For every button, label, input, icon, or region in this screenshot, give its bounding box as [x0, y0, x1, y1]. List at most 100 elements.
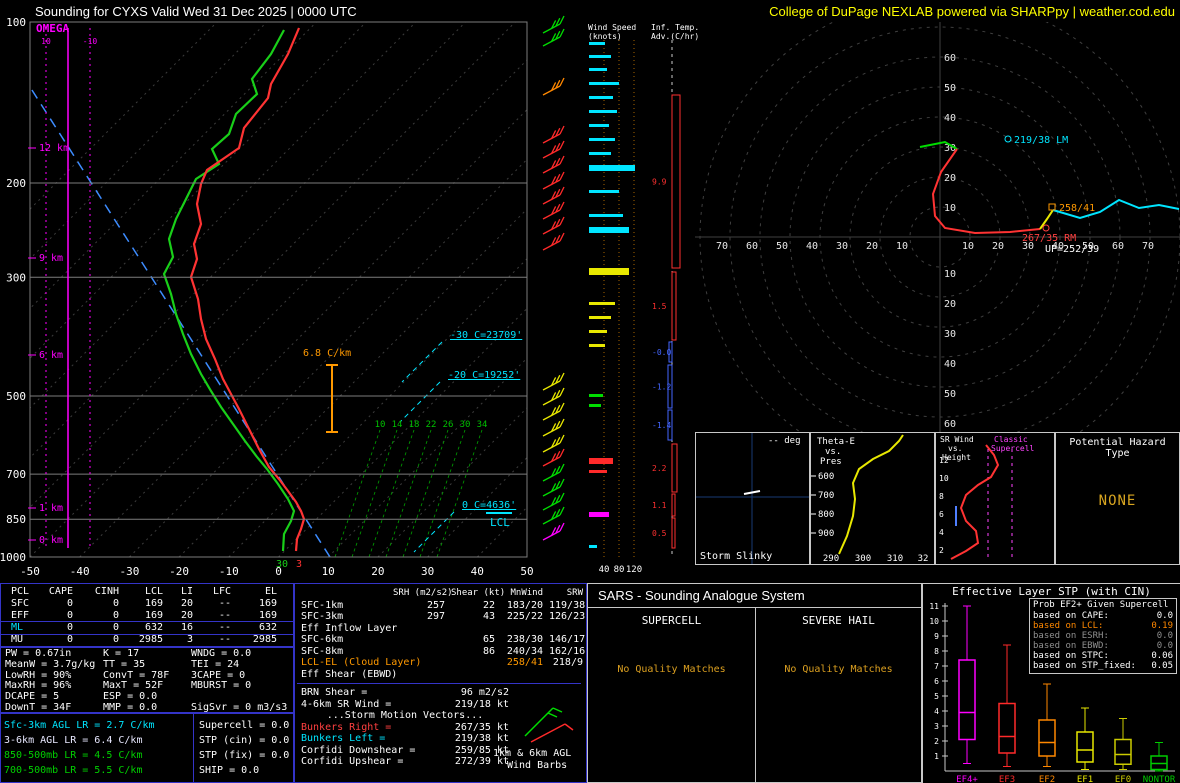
wind-speed-bar	[589, 268, 629, 275]
stp-legend-value: 0.06	[1151, 651, 1173, 661]
wind-barb-icon	[542, 171, 565, 190]
kinematics-value	[393, 634, 451, 646]
mixing-ratio-line	[368, 429, 415, 557]
stp-y-tick-label: 2	[934, 737, 939, 746]
stp-legend-items: based on CAPE: 0.0 based on LCL: 0.19 based …	[1030, 611, 1176, 671]
parcel-value: --	[218, 622, 231, 633]
isotherm-line	[30, 22, 516, 509]
pressure-tick-label: 500	[6, 390, 26, 403]
barb-flag	[551, 497, 557, 506]
barb-flag	[555, 450, 561, 460]
storm-motion-label: UP=252/39	[1045, 244, 1099, 255]
stp-y-tick-label: 7	[934, 662, 939, 671]
wind-barb-icon	[542, 186, 565, 205]
kinematics-value: 162/16	[549, 645, 586, 657]
parcel-value: --	[218, 598, 231, 609]
barb-flag	[551, 407, 557, 416]
stp-panel: Effective Layer STP (with CIN) 1 2 3 4 5 6 7 8 9…	[922, 583, 1180, 783]
theta-e-x-tick: 300	[855, 554, 871, 564]
theta-e-title-1: Theta-E	[817, 437, 855, 447]
lcl-label: LCL	[490, 516, 510, 529]
theta-e-panel: 290 300 310 32 600 700 800 900 Theta-E vs. Pres	[810, 432, 935, 565]
parcel-value: 169	[144, 598, 163, 609]
storm-motion-label: Bunkers Left =	[301, 733, 386, 744]
wind-speed-bar	[589, 96, 613, 99]
stp-legend-label: based on ESRH:	[1033, 631, 1109, 641]
thermo-section: PCL CAPE CINH LCL LI LFC EL SFC 0 0 169 20 -- 169 EFF 0…	[0, 583, 294, 783]
sars-column-title: SUPERCELL	[641, 614, 702, 627]
parcel-value: 0	[66, 598, 73, 609]
barb-shaft	[542, 410, 561, 421]
surface-dewpoint-label: 30	[276, 559, 288, 570]
parcel-table: PCL CAPE CINH LCL LI LFC EL SFC 0 0 169 20 -- 169 EFF 0…	[0, 586, 294, 646]
adv-panel-title-1: Inf. Temp.	[651, 23, 700, 32]
kinematics-value: 126/23	[549, 611, 586, 622]
divider	[588, 607, 921, 608]
stp-boxplot: 1 2 3 4 5 6 7 8 9 10 11 EF4+ EF3 EF2 EF1 EF0 NONTOR	[929, 602, 1175, 783]
thermo-stat: DownT = 34F	[5, 701, 72, 713]
stp-legend-label: based on LCL:	[1033, 621, 1104, 631]
kinematics-row: Eff Shear (EBWD)	[297, 669, 589, 681]
kinematics-row-label: SFC-3km	[301, 611, 344, 622]
parcel-header-cell: LFC	[212, 586, 231, 597]
mixing-ratio-label: 34	[477, 420, 488, 430]
composite-index-value: SHIP = 0.0	[199, 765, 260, 776]
storm-motion-line: Corfidi Upshear = 272/39 kt	[297, 756, 509, 768]
wind-barb-icon	[542, 522, 565, 541]
height-label: 0 km	[39, 535, 63, 546]
surface-temp-label: 3	[296, 559, 302, 570]
barb-flag	[555, 203, 561, 213]
parcel-value: 0	[112, 634, 119, 645]
brand-link[interactable]: College of DuPage NEXLAB powered via SHA…	[769, 4, 1175, 19]
parcel-header-cell: CINH	[94, 586, 119, 597]
barb-flag	[555, 234, 561, 244]
barb-shaft	[542, 514, 561, 525]
stp-y-tick-label: 11	[929, 602, 939, 611]
wind-speed-bar	[589, 68, 607, 71]
parcel-header-row: PCL CAPE CINH LCL LI LFC EL	[1, 586, 293, 598]
barb-flag	[551, 221, 557, 230]
stp-y-tick-label: 1	[934, 752, 939, 761]
stp-y-tick-label: 10	[929, 617, 939, 626]
barb-flag	[551, 82, 557, 91]
advection-segment	[671, 517, 676, 549]
kinematics-row: SFC-6km 65 238/30 146/17	[297, 634, 589, 646]
isotherm-line	[228, 258, 527, 557]
mixing-ratio-label: 10	[375, 420, 386, 430]
storm-motion-value: 267/35 kt	[454, 721, 509, 733]
wind-barb-icon	[542, 140, 565, 159]
slinky-title: Storm Slinky	[700, 551, 773, 562]
barb-shaft	[542, 426, 561, 437]
wind-barb-icon	[542, 402, 565, 421]
parcel-header-cell: LI	[180, 586, 193, 597]
theta-e-x-tick: 290	[823, 554, 839, 564]
storm-motion-marker	[1042, 224, 1050, 232]
wind-barb-icon	[542, 448, 565, 467]
dewpoint-trace	[162, 29, 296, 552]
temp-tick-label: 30	[421, 565, 434, 578]
theta-e-plot: 290 300 310 32 600 700 800 900	[811, 434, 928, 564]
kinematics-value	[393, 646, 451, 658]
stp-box	[958, 659, 976, 741]
thermo-stat: MBURST = 0	[191, 680, 252, 692]
storm-motion-line: Bunkers Right = 267/35 kt	[297, 722, 509, 734]
ring-label: 40	[806, 241, 818, 252]
storm-motion-line: Bunkers Left = 219/38 kt	[297, 733, 509, 745]
sr-wind-y-tick: 4	[939, 528, 944, 537]
storm-motion-value: 272/39 kt	[454, 756, 509, 767]
barb-flag	[559, 77, 565, 87]
mixing-ratio-line	[436, 429, 483, 557]
parcel-row-label: ML	[11, 622, 24, 633]
wind-barb-icon	[542, 434, 565, 453]
height-label: 1 km	[39, 503, 63, 514]
barb-flag	[555, 374, 561, 384]
sars-column-status: No Quality Matches	[784, 664, 893, 675]
wind-speed-bar	[589, 302, 615, 305]
wind-barb-icon	[542, 155, 565, 174]
ring-label: 10	[896, 241, 908, 252]
kinematics-section: SRH (m2/s2) Shear (kt) MnWind SRW SFC-1km 257…	[294, 583, 587, 783]
barb-shaft	[542, 209, 561, 220]
storm-motion-marker	[1004, 135, 1012, 143]
storm-motion-lines: BRN Shear = 96 m2/s2 4-6km SR Wind = 219/18…	[297, 687, 509, 768]
divider	[755, 607, 756, 782]
